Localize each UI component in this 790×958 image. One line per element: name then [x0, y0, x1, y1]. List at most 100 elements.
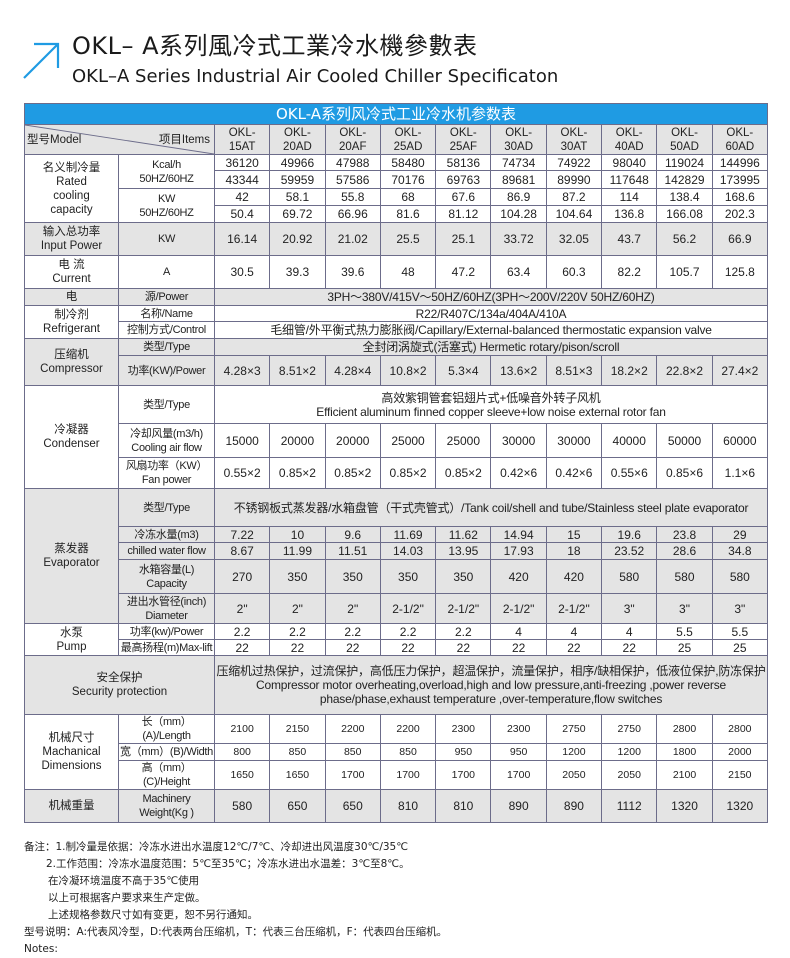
value-cell: 22	[324, 639, 381, 656]
value-cell: 11.69	[379, 526, 437, 543]
table-row: 制冷剂 Refrigerant 名称/Name R22/R407C/134a/404…	[24, 305, 768, 339]
note-line: 2.工作范围：冷冻水温度范围：5℃至35℃；冷冻水进出水温差：3℃至8℃。	[46, 858, 410, 870]
value-cell: 82.2	[601, 255, 658, 289]
value-cell: 1200	[545, 743, 603, 761]
table-row: 名义制冷量 Rated cooling capacity Kcal/h 50HZ/…	[24, 154, 769, 223]
item-label: Machinery Weight(Kg )	[118, 789, 215, 823]
value-cell: 350	[435, 559, 492, 594]
value-cell: 11.99	[269, 542, 326, 560]
group-label-input: 输入总功率 Input Power	[24, 222, 119, 256]
model-column-header: OKL- 50AD	[656, 124, 713, 155]
value-cell: 2150	[711, 760, 769, 790]
value-cell: 136.8	[601, 205, 658, 223]
group-label-evaporator: 蒸发器 Evaporator	[24, 488, 119, 624]
value-cell: 22.8×2	[656, 355, 713, 386]
value-cell: 117648	[601, 170, 658, 189]
notes: 备注：1.制冷量是依据：冷冻水进出水温度12℃/7℃、冷却进出风温度30℃/35…	[24, 839, 768, 958]
value-cell: 2750	[601, 714, 658, 744]
item-label: chilled water flow	[118, 542, 215, 560]
item-label: 冷却风量(m3/h) Cooling air flow	[118, 423, 215, 458]
item-label: 冷冻水量(m3)	[118, 526, 215, 543]
value-cell: 580	[601, 559, 658, 594]
table-row: 电源/Power 3PH～380V/415V～50HZ/60HZ(3PH～200V…	[24, 288, 768, 306]
page-header: OKL– A系列風冷式工業冷水機參數表 OKL–A Series Industr…	[20, 30, 780, 100]
table-row: 输入总功率 Input Power KW 16.14 20.92 21.02 25.5 25…	[24, 222, 769, 256]
value-cell: 57586	[324, 170, 381, 189]
value-cell: 1700	[435, 760, 492, 790]
value-cell: 18.2×2	[601, 355, 658, 386]
value-cell: 68	[379, 188, 437, 206]
item-label: Kcal/h 50HZ/60HZ	[118, 154, 215, 189]
note-line: 在冷凝环境温度不高于35℃使用	[48, 875, 200, 887]
value-cell: 1700	[324, 760, 381, 790]
value-cell: 23.8	[656, 526, 713, 543]
value-cell: 850	[269, 743, 326, 761]
header-row: 型号Model 项目Items OKL- 15AT OKL- 20AD OKL- 20A…	[24, 124, 769, 155]
group-label-compressor: 压缩机 Compressor	[24, 338, 119, 386]
spanning-value: 不锈钢板式蒸发器/水箱盘管（干式壳管式）/Tank coil/shell and…	[214, 488, 768, 527]
value-cell: 8.51×2	[269, 355, 326, 386]
value-cell: 10.8×2	[379, 355, 437, 386]
value-cell: 22	[269, 639, 326, 656]
value-cell: 15000	[213, 423, 271, 458]
table-row: 进出水管径(inch) Diameter 2" 2" 2" 2-1/2" 2-1/2" 2-…	[25, 593, 769, 624]
value-cell: 28.6	[656, 542, 713, 560]
group-label-dimensions: 机械尺寸 Machanical Dimensions	[24, 714, 119, 790]
value-cell: 0.85×2	[435, 457, 492, 489]
value-cell: 2"	[324, 593, 381, 624]
model-items-header: 型号Model 项目Items	[24, 124, 215, 155]
note-line: 上述规格参数尺寸如有变更，恕不另行通知。	[48, 909, 258, 921]
value-cell: 50000	[656, 423, 713, 458]
value-cell: 1320	[656, 789, 713, 823]
value-cell: 650	[269, 789, 326, 823]
value-cell: 47.2	[435, 255, 492, 289]
group-label-pump: 水泵 Pump	[24, 623, 119, 656]
table-row: 机械重量 Machinery Weight(Kg ) 580 650 650 810 810…	[24, 789, 769, 823]
value-cell: 2800	[656, 714, 713, 744]
value-cell: 1320	[711, 789, 769, 823]
value-cell: 23.52	[601, 542, 658, 560]
item-label: A	[118, 255, 215, 289]
value-cell: 2-1/2"	[435, 593, 492, 624]
table-row: 水泵 Pump 功率(kw)/Power 2.2 2.2 2.2 2.2 2.2 4 4 4 5.5…	[24, 623, 769, 656]
value-cell: 98040	[601, 154, 658, 171]
value-cell: 2100	[213, 714, 271, 744]
value-cell: 22	[435, 639, 492, 656]
page-content: OKL-A系列风冷式工业冷水机参数表 型号Model 项目Items OKL- 15…	[24, 103, 769, 958]
value-cell: 25	[656, 639, 713, 656]
value-cell: 74922	[545, 154, 603, 171]
value-cell: 270	[213, 559, 271, 594]
title-english: OKL–A Series Industrial Air Cooled Chill…	[72, 66, 559, 87]
table-row: 高（mm）(C)/Height 1650 1650 1700 1700 1700 1700 2…	[25, 760, 769, 790]
diagonal-divider	[25, 125, 214, 154]
value-cell: 0.55×6	[601, 457, 658, 489]
item-label: 高（mm）(C)/Height	[118, 760, 215, 790]
item-label: 名称/Name	[118, 305, 215, 322]
value-cell: 420	[490, 559, 547, 594]
value-cell: 20.92	[269, 222, 326, 256]
value-cell: 350	[379, 559, 437, 594]
value-cell: 47988	[324, 154, 381, 171]
group-label-refrigerant: 制冷剂 Refrigerant	[24, 305, 119, 339]
value-cell: 16.14	[213, 222, 271, 256]
value-cell: 40000	[601, 423, 658, 458]
spanning-value: 压缩机过热保护，过流保护，高低压力保护，超温保护，流量保护，相序/缺相保护，低液…	[214, 655, 768, 715]
table-row: 机械尺寸 Machanical Dimensions 长（mm）(A)/Lengt…	[24, 714, 769, 790]
value-cell: 89990	[545, 170, 603, 189]
table-row: KW 50HZ/60HZ 42 58.1 55.8 68 67.6 86.9 87.2 114 1…	[25, 188, 769, 223]
value-cell: 144996	[711, 154, 769, 171]
value-cell: 39.3	[269, 255, 326, 289]
value-cell: 420	[545, 559, 603, 594]
value-cell: 11.62	[435, 526, 492, 543]
value-cell: 2750	[545, 714, 603, 744]
value-cell: 2-1/2"	[490, 593, 547, 624]
item-label: 水箱容量(L) Capacity	[118, 559, 215, 594]
value-cell: 69.72	[269, 205, 326, 223]
table-title: OKL-A系列风冷式工业冷水机参数表	[24, 103, 768, 124]
table-row: 冷凝器 Condenser 类型/Type 高效紫铜管套铝翅片式+低噪音外转子风机 …	[24, 385, 768, 489]
value-cell: 2800	[711, 714, 769, 744]
table-row: 蒸发器 Evaporator 类型/Type 不锈钢板式蒸发器/水箱盘管（干式壳管式…	[24, 488, 768, 624]
item-label: 功率(kw)/Power	[118, 623, 215, 640]
table-row: 控制方式/Control 毛细管/外平衡式热力膨胀阀/Capillary/Exte…	[25, 321, 768, 339]
value-cell: 580	[656, 559, 713, 594]
